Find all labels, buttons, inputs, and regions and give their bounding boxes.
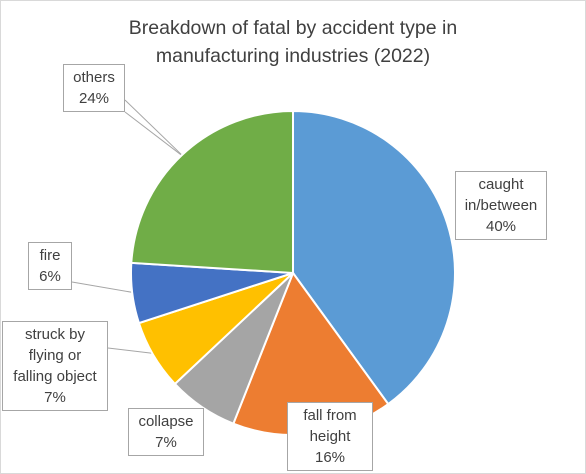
label-fall-from-height-line-1: fall from	[303, 407, 357, 424]
leader-line-fire	[71, 281, 136, 294]
label-fall-from-height-pct: 16%	[314, 449, 346, 466]
chart-title-line-1: Breakdown of fatal by accident type in	[128, 17, 458, 39]
label-struck-line-3: falling object	[13, 368, 97, 385]
label-struck-line-2: flying or	[28, 347, 82, 364]
leader-line-struck	[107, 347, 157, 355]
slice-others	[130, 109, 294, 275]
label-collapse: collapse 7%	[128, 408, 204, 456]
label-fall-from-height-line-2: height	[309, 428, 351, 445]
label-struck-by-flying-or-falling-object: struck by flying or falling object 7%	[2, 321, 108, 411]
label-caught-in-between-line-2: in/between	[464, 197, 538, 214]
label-caught-in-between: caught in/between 40%	[455, 171, 547, 240]
label-collapse-line-1: collapse	[138, 413, 194, 430]
slice-caught-in-between	[292, 109, 456, 406]
leader-line-others	[124, 99, 185, 158]
label-others: others 24%	[63, 64, 125, 112]
leader-lines	[71, 99, 185, 355]
label-caught-in-between-line-1: caught	[478, 176, 524, 193]
label-caught-in-between-pct: 40%	[485, 218, 517, 235]
leader-line-others-2	[124, 111, 185, 158]
chart-title-line-2: manufacturing industries (2022)	[155, 45, 431, 67]
label-others-line-1: others	[73, 69, 115, 86]
label-collapse-pct: 7%	[155, 434, 177, 451]
label-fire: fire 6%	[28, 242, 72, 290]
label-struck-line-1: struck by	[24, 326, 85, 343]
label-struck-pct: 7%	[44, 389, 66, 406]
label-fall-from-height: fall from height 16%	[287, 402, 373, 471]
chart-title: Breakdown of fatal by accident type in m…	[0, 14, 586, 70]
label-fire-line-1: fire	[39, 247, 61, 264]
label-others-pct: 24%	[78, 90, 110, 107]
label-fire-pct: 6%	[39, 268, 61, 285]
pie-slices	[130, 109, 456, 436]
